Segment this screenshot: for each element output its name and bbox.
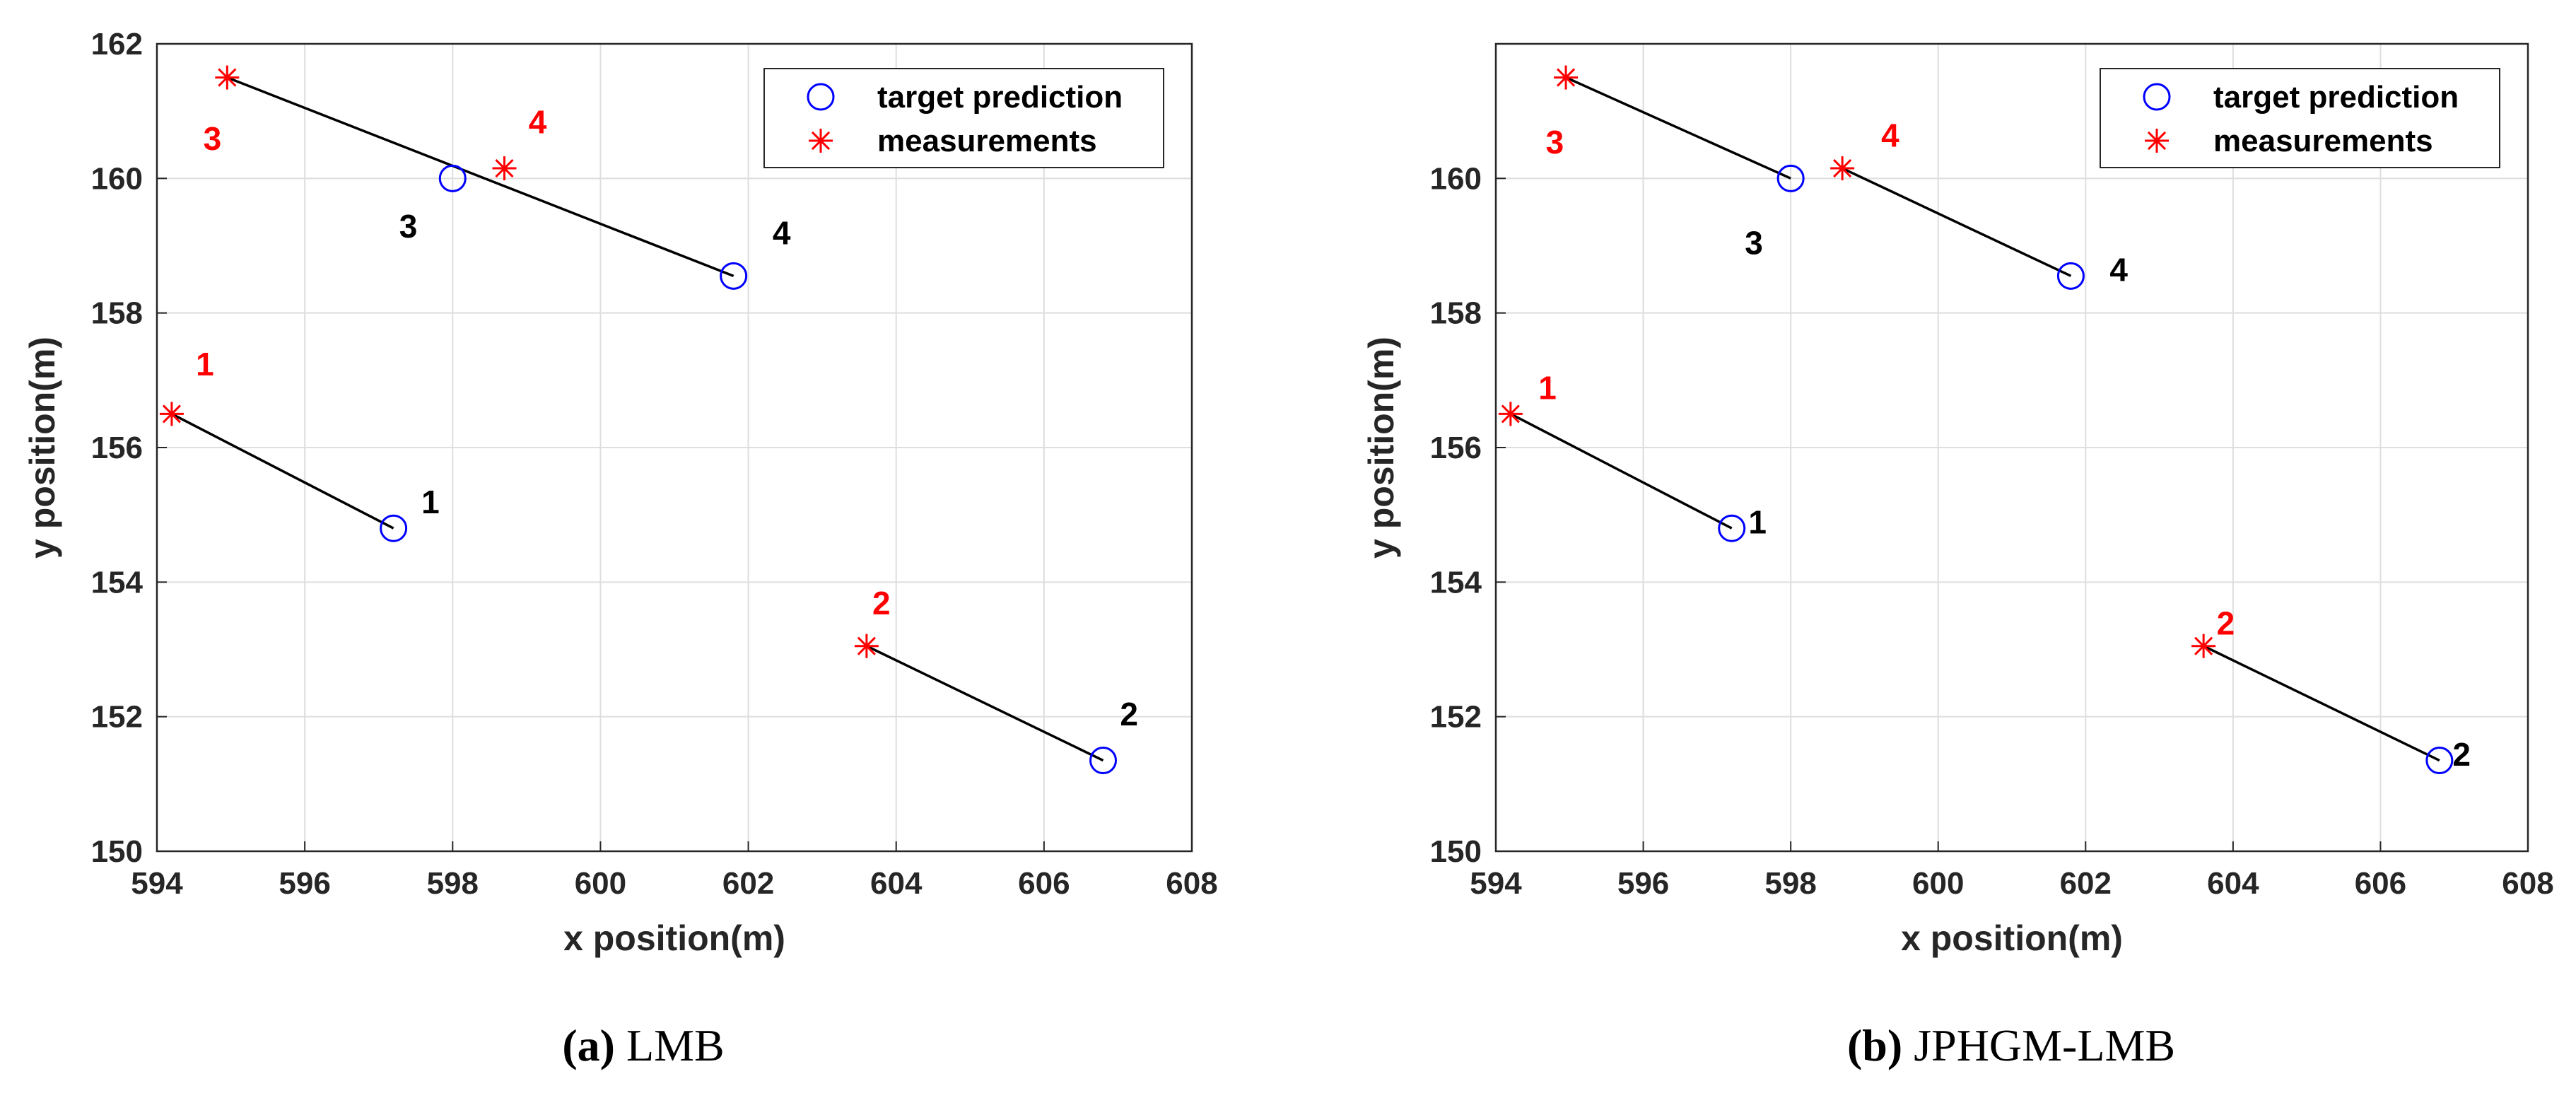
x-tick-label: 604: [2207, 866, 2259, 901]
measurement-id-label: 1: [196, 346, 214, 382]
y-tick-label: 154: [91, 565, 144, 600]
y-tick-label: 156: [91, 431, 143, 465]
measurement-point: [215, 65, 240, 90]
x-tick-label: 598: [427, 866, 479, 901]
legend-label: measurements: [2213, 124, 2433, 158]
prediction-id-label: 3: [399, 208, 418, 245]
prediction-point: [1089, 747, 1118, 775]
prediction-id-label: 4: [2109, 252, 2128, 288]
y-tick-label: 160: [91, 161, 143, 196]
legend-label: measurements: [877, 124, 1097, 158]
association-line: [1510, 412, 1733, 530]
y-tick-label: 152: [91, 700, 143, 735]
x-tick-label: 602: [722, 866, 774, 901]
legend-box: [2100, 68, 2500, 168]
measurement-id-label: 4: [529, 103, 547, 140]
x-axis-label: x position(m): [563, 918, 785, 958]
caption-label: (b): [1847, 1020, 1902, 1070]
prediction-point: [2056, 262, 2085, 290]
y-tick-label: 158: [91, 296, 143, 331]
caption-text: JPHGM-LMB: [1902, 1020, 2175, 1070]
x-tick-label: 594: [131, 866, 183, 901]
association-line: [1842, 167, 2072, 277]
y-axis-label: y position(m): [1362, 337, 1401, 559]
measurement-id-label: 2: [872, 585, 891, 621]
legend-marker-asterisk: [2145, 129, 2169, 153]
y-tick-label: 160: [1430, 161, 1482, 196]
measurement-id-label: 2: [2217, 605, 2235, 641]
x-tick-label: 608: [2502, 866, 2553, 901]
y-tick-label: 158: [1430, 296, 1482, 331]
prediction-id-label: 3: [1745, 225, 1763, 262]
prediction-point: [720, 262, 748, 290]
figure-caption: (b) JPHGM-LMB: [1847, 1020, 2175, 1070]
x-tick-label: 594: [1470, 866, 1522, 901]
x-tick-label: 600: [1912, 866, 1964, 901]
measurement-id-label: 3: [1546, 124, 1564, 160]
y-tick-label: 162: [91, 27, 143, 62]
prediction-point: [380, 514, 408, 542]
x-tick-label: 608: [1166, 866, 1217, 901]
association-line: [171, 412, 394, 530]
legend-marker-circle: [2143, 83, 2171, 111]
x-tick-label: 602: [2060, 866, 2112, 901]
legend-marker-asterisk: [809, 129, 833, 153]
legend-label: target prediction: [877, 80, 1123, 115]
x-axis-label: x position(m): [1901, 918, 2123, 958]
measurement-point: [1830, 156, 1855, 181]
x-tick-label: 596: [279, 866, 330, 901]
x-tick-label: 604: [870, 866, 923, 901]
figure-caption: (a) LMB: [562, 1020, 724, 1070]
x-tick-label: 596: [1617, 866, 1669, 901]
legend-box: [763, 68, 1164, 168]
measurement-id-label: 3: [204, 120, 222, 157]
legend: target prediction measurements: [2100, 68, 2500, 168]
measurement-point: [1554, 65, 1579, 90]
y-tick-label: 152: [1430, 700, 1482, 735]
y-tick-label: 156: [1430, 431, 1482, 465]
association-line: [866, 645, 1104, 762]
legend-marker-circle: [807, 83, 835, 111]
prediction-id-label: 1: [1748, 504, 1767, 541]
y-tick-label: 150: [1430, 834, 1482, 869]
association-line: [226, 76, 734, 277]
chart-panel-a: 594 596 598 600 602 604 606 608 150 152 154 156 158 1…: [23, 27, 1218, 1070]
measurement-point: [1498, 402, 1523, 426]
measurement-point: [854, 633, 879, 658]
prediction-id-label: 2: [2452, 736, 2471, 773]
x-tick-label: 606: [2355, 866, 2406, 901]
legend: target prediction measurements: [763, 68, 1164, 168]
x-tick-label: 606: [1018, 866, 1070, 901]
prediction-point: [438, 164, 467, 192]
x-tick-label: 598: [1764, 866, 1816, 901]
measurement-point: [2191, 633, 2216, 658]
prediction-id-label: 2: [1120, 696, 1138, 732]
legend-label: target prediction: [2213, 80, 2459, 115]
prediction-point: [1776, 164, 1805, 192]
caption-text: LMB: [615, 1020, 725, 1070]
y-tick-label: 150: [91, 834, 143, 869]
y-axis-label: y position(m): [23, 337, 62, 559]
prediction-point: [1718, 514, 1746, 542]
y-tick-label: 154: [1430, 565, 1482, 600]
caption-label: (a): [562, 1020, 615, 1070]
measurement-point: [159, 402, 184, 426]
measurement-id-label: 4: [1881, 117, 1899, 153]
prediction-point: [2425, 747, 2454, 775]
chart-panel-b: 594 596 598 600 602 604 606 608 150 152 154 156 158 1…: [1362, 42, 2554, 1070]
measurement-id-label: 1: [1538, 369, 1557, 406]
prediction-id-label: 1: [421, 484, 440, 520]
x-tick-label: 600: [575, 866, 626, 901]
association-line: [2203, 645, 2440, 762]
measurement-point: [492, 156, 517, 181]
prediction-id-label: 4: [773, 214, 791, 251]
association-line: [1565, 76, 1791, 180]
